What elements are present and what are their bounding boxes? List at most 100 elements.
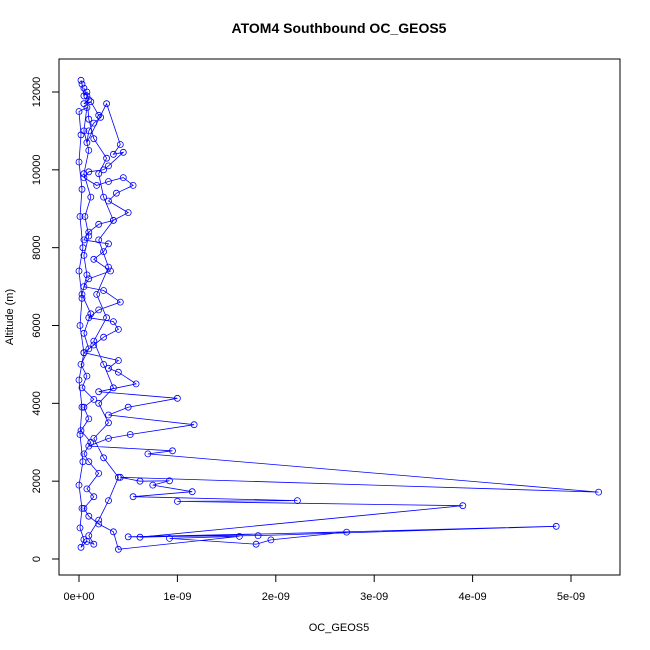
data-point <box>80 349 88 357</box>
data-point <box>90 341 98 349</box>
data-point <box>116 298 124 306</box>
data-point <box>95 236 103 244</box>
data-point <box>76 213 84 220</box>
data-point <box>85 146 93 154</box>
data-point <box>83 104 91 111</box>
data-point <box>105 364 112 372</box>
data-point <box>85 115 93 123</box>
data-point <box>80 84 88 92</box>
data-point <box>110 384 117 392</box>
data-point <box>85 314 93 322</box>
data-point <box>95 399 103 407</box>
data-point <box>100 166 107 174</box>
data-point <box>116 473 124 481</box>
data-point <box>85 442 93 450</box>
data-point <box>267 536 275 544</box>
data-point <box>105 419 112 427</box>
data-point <box>90 540 98 548</box>
x-tick-label: 3e-09 <box>360 591 388 603</box>
data-point <box>105 497 112 505</box>
data-point <box>85 415 93 423</box>
data-point <box>78 185 86 193</box>
data-point <box>100 193 107 201</box>
y-axis-label: Altitude (m) <box>4 289 16 345</box>
y-tick-label: 0 <box>31 556 43 562</box>
data-point <box>85 275 93 283</box>
data-point <box>80 450 88 458</box>
data-point <box>95 111 103 119</box>
data-point <box>100 360 107 368</box>
data-point <box>93 290 101 298</box>
data-point <box>254 532 262 539</box>
data-point <box>116 141 124 148</box>
data-point <box>80 170 88 178</box>
data-point <box>169 447 176 455</box>
data-point <box>83 538 91 545</box>
chart-title: ATOM4 Southbound OC_GEOS5 <box>232 20 447 36</box>
data-point <box>95 170 103 178</box>
x-tick-label: 1e-09 <box>163 591 191 603</box>
data-point <box>80 251 88 259</box>
data-point <box>90 337 98 345</box>
data-point <box>77 543 85 551</box>
data-point <box>95 469 103 477</box>
data-point <box>144 450 152 458</box>
data-point <box>190 421 198 429</box>
data-point <box>115 368 122 376</box>
data-point <box>103 154 110 162</box>
data-point <box>90 434 98 442</box>
data-point <box>77 360 85 368</box>
data-point <box>132 380 140 388</box>
data-point <box>105 162 112 170</box>
plot-frame <box>58 58 621 576</box>
data-point <box>115 545 122 553</box>
data-point <box>85 168 93 176</box>
data-point <box>103 100 110 108</box>
y-tick-label: 10000 <box>31 155 43 186</box>
y-tick-label: 8000 <box>31 235 43 259</box>
data-point <box>81 213 89 220</box>
data-point <box>119 174 127 182</box>
data-point <box>78 504 86 512</box>
data-point <box>129 493 137 501</box>
data-point <box>343 528 351 536</box>
data-point <box>85 127 93 135</box>
data-point <box>105 240 112 248</box>
data-point <box>90 493 98 501</box>
data-point <box>87 310 95 318</box>
data-point <box>83 139 91 147</box>
data-point <box>105 178 112 185</box>
data-point <box>87 98 95 106</box>
x-tick-label: 0e+00 <box>64 591 95 603</box>
data-point <box>95 306 103 314</box>
data-point <box>80 403 88 411</box>
data-point <box>95 388 103 396</box>
y-axis: 0 2000 4000 6000 8000 10000 12000 <box>31 77 60 562</box>
data-point <box>85 512 93 520</box>
data-point <box>105 411 112 419</box>
data-point <box>80 236 88 244</box>
data-point <box>459 502 467 510</box>
data-point <box>78 290 86 298</box>
data-point <box>100 287 107 294</box>
data-point <box>149 481 157 489</box>
data-point <box>136 533 144 541</box>
data-point <box>79 244 87 252</box>
data-point <box>75 158 83 166</box>
data-point <box>75 481 83 489</box>
data-point <box>119 148 127 156</box>
data-point <box>83 372 91 380</box>
data-point <box>78 384 86 392</box>
data-point <box>79 458 87 466</box>
data-point <box>77 76 85 84</box>
data-point <box>95 220 103 228</box>
x-tick-label: 5e-09 <box>557 591 585 603</box>
data-point <box>113 189 120 197</box>
data-point <box>78 294 86 302</box>
data-point <box>76 431 84 438</box>
data-point <box>77 131 85 139</box>
data-point <box>93 181 101 189</box>
y-tick-label: 2000 <box>31 469 43 493</box>
data-point <box>85 228 93 236</box>
